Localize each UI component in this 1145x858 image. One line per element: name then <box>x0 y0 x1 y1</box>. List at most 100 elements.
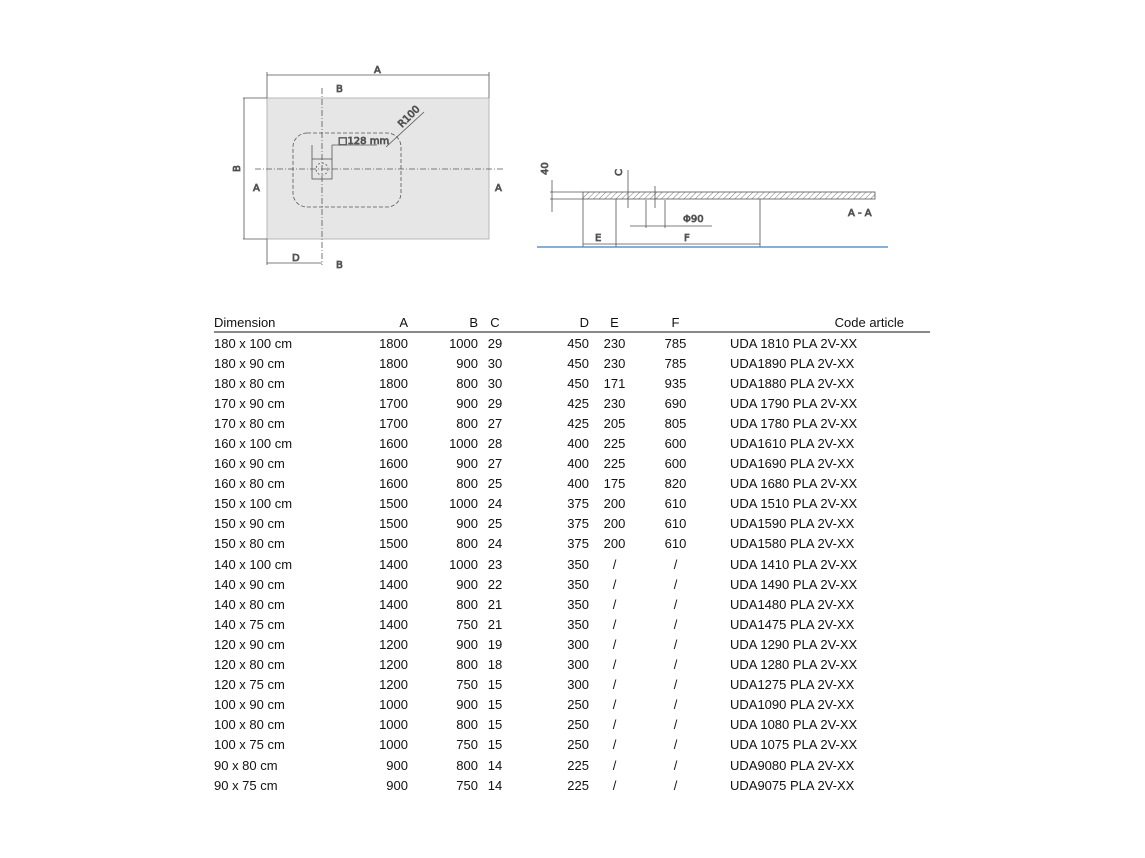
cell-e: / <box>612 616 617 632</box>
cell-b: 800 <box>456 596 478 612</box>
tray-outline <box>266 97 490 240</box>
cell-dimension: 140 x 80 cm <box>214 596 285 612</box>
cell-e: 205 <box>603 415 626 431</box>
cell-f: / <box>673 677 678 693</box>
cell-dimension: 160 x 100 cm <box>214 436 293 452</box>
cell-c: 29 <box>487 335 503 351</box>
cell-code-article: UDA1890 PLA 2V-XX <box>730 355 855 371</box>
cell-b: 900 <box>456 576 478 592</box>
cell-a: 1000 <box>379 697 408 713</box>
table-row: 180 x 80 cm 1800 800 30 450 171 935 UDA1880 PLA… <box>214 373 930 393</box>
cell-e: / <box>612 777 617 793</box>
table-row: 140 x 90 cm 1400 900 22 350 / / UDA 1490 PLA 2V… <box>214 574 930 594</box>
cell-dimension: 100 x 75 cm <box>214 737 285 753</box>
cell-code-article: UDA 1410 PLA 2V-XX <box>730 556 858 572</box>
cell-dimension: 170 x 90 cm <box>214 395 285 411</box>
cell-d: 450 <box>567 335 589 351</box>
header-f: F <box>640 313 711 333</box>
cell-dimension: 180 x 100 cm <box>214 335 293 351</box>
cell-a: 1600 <box>379 476 408 492</box>
cell-b: 800 <box>456 536 478 552</box>
cell-a: 1600 <box>379 436 408 452</box>
cell-c: 15 <box>487 717 503 733</box>
dim-d-label: D <box>292 253 300 264</box>
cell-a: 1600 <box>379 456 408 472</box>
height-label: 40 <box>540 162 551 175</box>
cell-a: 1000 <box>379 717 408 733</box>
cell-e: 171 <box>603 375 626 391</box>
cell-dimension: 140 x 100 cm <box>214 556 293 572</box>
cell-b: 800 <box>456 757 478 773</box>
cell-code-article: UDA1090 PLA 2V-XX <box>730 697 855 713</box>
dim-f-label: F <box>684 233 690 244</box>
plan-view: A B B D B A A R100 □128 mm <box>232 65 503 271</box>
cell-d: 300 <box>567 657 589 673</box>
cell-code-article: UDA 1290 PLA 2V-XX <box>730 636 858 652</box>
drain-size-label: □128 mm <box>338 136 389 147</box>
cell-b: 800 <box>456 415 478 431</box>
table-row: 140 x 80 cm 1400 800 21 350 / / UDA1480 PLA 2V-… <box>214 594 930 614</box>
dim-e-label: E <box>595 233 601 244</box>
cell-code-article: UDA 1780 PLA 2V-XX <box>730 415 858 431</box>
cell-b: 900 <box>456 697 478 713</box>
table-row: 150 x 90 cm 1500 900 25 375 200 610 UDA1590 PLA… <box>214 514 930 534</box>
cell-dimension: 150 x 90 cm <box>214 516 285 532</box>
table-row: 150 x 100 cm 1500 1000 24 375 200 610 UDA 1510 … <box>214 494 930 514</box>
cell-dimension: 140 x 90 cm <box>214 576 285 592</box>
table-row: 140 x 75 cm 1400 750 21 350 / / UDA1475 PLA 2V-… <box>214 614 930 634</box>
table-header-row: Dimension A B C D E F Code article <box>214 313 930 333</box>
cell-d: 350 <box>567 576 589 592</box>
cell-a: 1200 <box>379 636 408 652</box>
cell-b: 1000 <box>449 496 478 512</box>
table-row: 100 x 90 cm 1000 900 15 250 / / UDA1090 PLA 2V-… <box>214 695 930 715</box>
cell-a: 1400 <box>379 616 408 632</box>
cell-e: / <box>612 576 617 592</box>
cell-c: 25 <box>487 476 503 492</box>
dim-c-label: C <box>614 169 625 176</box>
cell-d: 350 <box>567 616 589 632</box>
cell-code-article: UDA1475 PLA 2V-XX <box>730 616 855 632</box>
cell-d: 250 <box>567 697 589 713</box>
cell-f: / <box>673 616 678 632</box>
cell-c: 29 <box>487 395 503 411</box>
cell-b: 1000 <box>449 335 478 351</box>
cell-dimension: 90 x 80 cm <box>214 757 278 773</box>
cell-f: / <box>673 576 678 592</box>
cell-a: 1800 <box>379 375 408 391</box>
cell-a: 1000 <box>379 737 408 753</box>
cell-e: 200 <box>603 496 626 512</box>
cell-f: / <box>673 596 678 612</box>
cell-b: 800 <box>456 375 478 391</box>
cell-e: / <box>612 717 617 733</box>
cell-e: 230 <box>603 335 626 351</box>
cell-c: 27 <box>487 415 503 431</box>
cell-dimension: 120 x 75 cm <box>214 677 285 693</box>
cell-code-article: UDA 1075 PLA 2V-XX <box>730 737 858 753</box>
cell-code-article: UDA1610 PLA 2V-XX <box>730 436 855 452</box>
cell-code-article: UDA 1790 PLA 2V-XX <box>730 395 858 411</box>
cell-b: 900 <box>456 355 478 371</box>
table-row: 120 x 90 cm 1200 900 19 300 / / UDA 1290 PLA 2V… <box>214 634 930 654</box>
cell-c: 15 <box>487 697 503 713</box>
cell-c: 25 <box>487 516 503 532</box>
cell-a: 1500 <box>379 516 408 532</box>
cell-d: 400 <box>567 436 589 452</box>
header-e: E <box>589 313 640 333</box>
cell-a: 1200 <box>379 657 408 673</box>
cell-d: 375 <box>567 496 589 512</box>
cell-b: 900 <box>456 516 478 532</box>
cell-code-article: UDA 1810 PLA 2V-XX <box>730 335 858 351</box>
cell-c: 14 <box>487 757 503 773</box>
cell-f: 610 <box>664 496 687 512</box>
technical-drawing: A B B D B A A R100 □128 mm 40 C E F Φ90 … <box>232 65 888 271</box>
cell-b: 800 <box>456 476 478 492</box>
cell-c: 28 <box>487 436 503 452</box>
cell-d: 250 <box>567 717 589 733</box>
cell-f: 785 <box>664 355 687 371</box>
cell-dimension: 100 x 80 cm <box>214 717 285 733</box>
cell-code-article: UDA1690 PLA 2V-XX <box>730 456 855 472</box>
table-row: 90 x 80 cm 900 800 14 225 / / UDA9080 PLA 2V-XX <box>214 755 930 775</box>
cell-d: 250 <box>567 737 589 753</box>
cell-code-article: UDA 1280 PLA 2V-XX <box>730 657 858 673</box>
cell-f: / <box>673 737 678 753</box>
